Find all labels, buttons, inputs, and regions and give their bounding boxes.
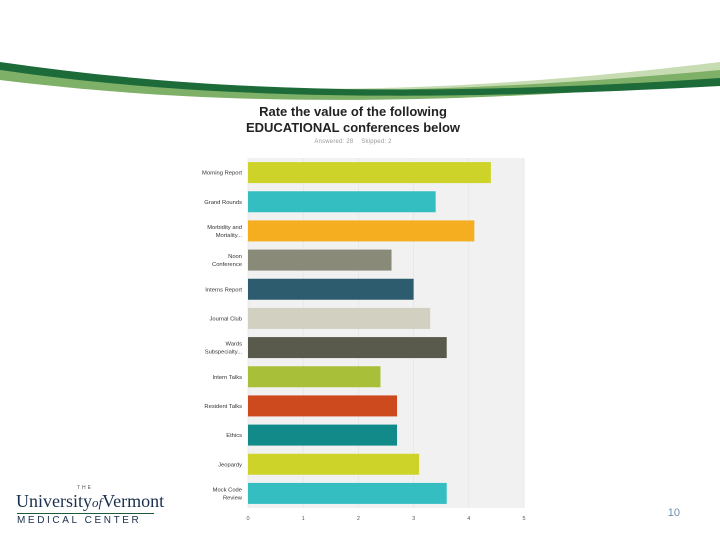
x-tick-label: 5 (522, 516, 525, 522)
x-tick-label: 3 (412, 516, 415, 522)
x-tick-label: 2 (357, 516, 360, 522)
response-stats: Answered: 28 Skipped: 2 (200, 139, 506, 145)
bar (248, 249, 392, 271)
bar (248, 307, 431, 329)
bar (248, 220, 475, 242)
bars (248, 162, 491, 504)
category-label: Subspecialty... (205, 350, 243, 356)
category-label: Mock Code (213, 487, 242, 493)
logo-name-part3: Vermont (102, 491, 165, 511)
bar (248, 278, 414, 300)
bar (248, 424, 398, 446)
chart-title-line2: EDUCATIONAL conferences below (245, 120, 461, 135)
logo-subtitle: MEDICAL CENTER (17, 515, 142, 526)
category-label: Interns Report (205, 287, 242, 293)
plot-background (248, 158, 524, 508)
x-tick-label: 4 (467, 516, 470, 522)
page-number: 10 (667, 507, 680, 519)
category-label: Wards (225, 342, 242, 348)
x-tick-label: 0 (246, 516, 249, 522)
header-swoosh-banner (0, 62, 720, 100)
answered-count: Answered: 28 (314, 139, 354, 145)
grid-lines (247, 158, 525, 508)
bar (248, 453, 420, 475)
logo-divider (17, 513, 154, 514)
bar (248, 395, 398, 417)
category-label: Noon (228, 254, 242, 260)
logo-name-part2: of (92, 495, 103, 510)
category-label: Jeopardy (218, 462, 242, 468)
category-label: Mortality... (216, 233, 243, 239)
logo-name: UniversityofVermont (16, 491, 164, 512)
banner-dark-stripe (0, 62, 720, 96)
category-label: Grand Rounds (204, 200, 242, 206)
chart-title: Rate the value of the following EDUCATIO… (200, 104, 506, 136)
category-label: Conference (212, 262, 242, 268)
category-label: Journal Club (209, 316, 242, 322)
category-label: Morbidity and (207, 225, 242, 231)
chart-title-line1: Rate the value of the following (259, 104, 447, 119)
category-label: Ethics (226, 433, 242, 439)
university-of-vermont-medical-center-logo: THE UniversityofVermont MEDICAL CENTER (16, 485, 166, 530)
category-label: Intern Talks (212, 375, 242, 381)
logo-the-text: THE (77, 485, 93, 491)
category-label: Resident Talks (204, 404, 242, 410)
bar (248, 337, 447, 359)
bar (248, 366, 381, 388)
bar (248, 191, 436, 213)
x-tick-labels: 0 1 2 3 4 5 (246, 516, 525, 522)
logo-name-part1: University (16, 491, 92, 511)
category-labels: Morning Report Grand Rounds Morbidity and M… (202, 171, 243, 502)
bar (248, 482, 447, 504)
x-tick-label: 1 (302, 516, 305, 522)
category-label: Review (223, 495, 243, 501)
bar (248, 162, 491, 184)
skipped-count: Skipped: 2 (361, 139, 392, 145)
category-label: Morning Report (202, 171, 242, 177)
